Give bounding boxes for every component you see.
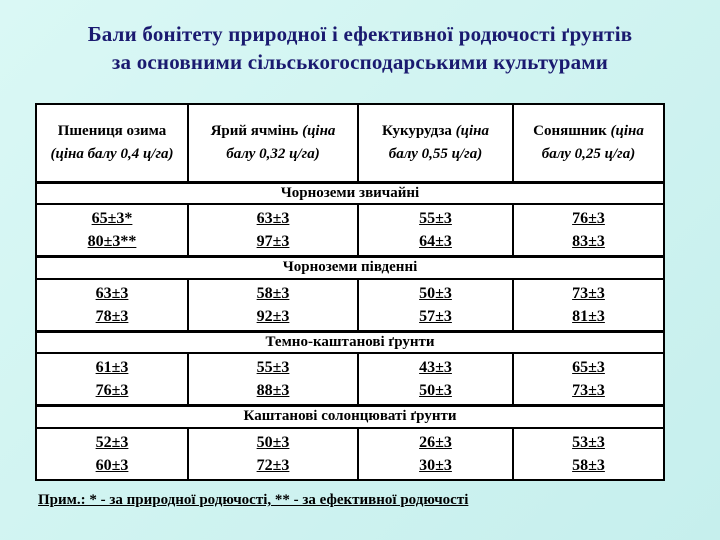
value-natural: 52±3 — [95, 433, 129, 451]
table-cell: 61±3 76±3 — [35, 352, 189, 407]
table-cell: 65±3 73±3 — [512, 352, 665, 407]
table-cell: 73±3 81±3 — [512, 277, 665, 332]
value-natural: 55±3 — [419, 210, 452, 227]
value-effective: 97±3 — [256, 233, 290, 250]
value-natural: 63±3 — [256, 210, 290, 227]
value-natural: 55±3 — [256, 359, 290, 376]
value-effective: 72±3 — [256, 456, 290, 474]
section-header: Чорноземи південні — [35, 255, 665, 280]
value-effective: 81±3 — [572, 307, 605, 325]
table-cell: 53±3 58±3 — [512, 426, 665, 481]
value-effective: 30±3 — [419, 456, 452, 474]
value-natural: 73±3 — [572, 284, 605, 302]
value-effective: 58±3 — [572, 456, 605, 474]
table-cell: 26±3 30±3 — [357, 426, 514, 481]
value-effective: 83±3 — [572, 233, 605, 250]
data-row-chernozem-southern: 63±3 78±3 58±3 92±3 50±3 57±3 73±3 81±3 — [35, 277, 665, 332]
column-name: Кукурудза — [381, 123, 452, 140]
column-header-winter-wheat: Пшениця озима (ціна балу 0,4 ц/га) — [35, 103, 189, 183]
section-row-dark-chestnut: Темно-каштанові ґрунти — [35, 329, 665, 354]
section-row-chernozem-common: Чорноземи звичайні — [35, 180, 665, 205]
column-header-corn: Кукурудза (ціна балу 0,55 ц/га) — [357, 103, 514, 183]
value-natural: 53±3 — [572, 433, 605, 451]
column-header-spring-barley: Ярий ячмінь (ціна балу 0,32 ц/га) — [187, 103, 359, 183]
table-container: Пшениця озима (ціна балу 0,4 ц/га) Ярий … — [35, 103, 665, 481]
value-effective: 80±3** — [87, 233, 137, 250]
table-cell: 52±3 60±3 — [35, 426, 189, 481]
table-cell: 58±3 92±3 — [187, 277, 359, 332]
data-row-chernozem-common: 65±3* 80±3** 63±3 97±3 55±3 64±3 76±3 83… — [35, 203, 665, 258]
table-cell: 63±3 78±3 — [35, 277, 189, 332]
value-effective: 57±3 — [419, 307, 452, 325]
table-cell: 65±3* 80±3** — [35, 203, 189, 258]
value-natural: 50±3 — [419, 284, 452, 302]
table-cell: 76±3 83±3 — [512, 203, 665, 258]
soil-bonitet-table: Пшениця озима (ціна балу 0,4 ц/га) Ярий … — [35, 103, 665, 481]
value-effective: 78±3 — [95, 307, 129, 325]
table-header-row: Пшениця озима (ціна балу 0,4 ц/га) Ярий … — [35, 103, 665, 183]
value-natural: 26±3 — [419, 433, 452, 451]
value-effective: 64±3 — [419, 233, 452, 250]
title-line-2: за основними сільськогосподарськими куль… — [111, 50, 609, 75]
column-name: Ярий ячмінь — [210, 123, 299, 140]
table-cell: 50±3 57±3 — [357, 277, 514, 332]
value-natural: 61±3 — [95, 359, 129, 376]
value-natural: 65±3* — [91, 210, 133, 227]
column-price-note: (ціна балу 0,25 ц/га) — [541, 123, 644, 162]
value-natural: 65±3 — [572, 359, 605, 376]
title-line-1: Бали бонітету природної і ефективної род… — [87, 22, 633, 46]
table-cell: 50±3 72±3 — [187, 426, 359, 481]
section-row-chernozem-southern: Чорноземи південні — [35, 255, 665, 280]
data-row-chestnut-solonetzic: 52±3 60±3 50±3 72±3 26±3 30±3 53±3 58±3 — [35, 426, 665, 481]
value-effective: 76±3 — [95, 382, 129, 399]
section-header: Темно-каштанові ґрунти — [35, 329, 665, 354]
section-header: Чорноземи звичайні — [35, 180, 665, 205]
column-price-note: (ціна балу 0,32 ц/га) — [226, 123, 336, 162]
value-natural: 58±3 — [256, 284, 290, 302]
table-cell: 63±3 97±3 — [187, 203, 359, 258]
table-cell: 43±3 50±3 — [357, 352, 514, 407]
footnote: Прим.: * - за природної родючості, ** - … — [38, 492, 469, 508]
column-price-note: (ціна балу 0,4 ц/га) — [50, 145, 174, 162]
section-row-chestnut-solonetzic: Каштанові солонцюваті ґрунти — [35, 404, 665, 429]
value-effective: 92±3 — [256, 307, 290, 325]
value-effective: 60±3 — [95, 456, 129, 474]
column-name: Пшениця озима — [57, 123, 167, 140]
column-price-note: (ціна балу 0,55 ц/га) — [388, 123, 490, 162]
value-natural: 43±3 — [419, 359, 452, 376]
value-natural: 50±3 — [256, 433, 290, 451]
slide-title: Бали бонітету природної і ефективної род… — [0, 0, 720, 77]
column-header-sunflower: Соняшник (ціна балу 0,25 ц/га) — [512, 103, 665, 183]
table-cell: 55±3 64±3 — [357, 203, 514, 258]
section-header: Каштанові солонцюваті ґрунти — [35, 404, 665, 429]
value-natural: 76±3 — [572, 210, 605, 227]
value-effective: 73±3 — [572, 382, 605, 399]
value-effective: 88±3 — [256, 382, 290, 399]
data-row-dark-chestnut: 61±3 76±3 55±3 88±3 43±3 50±3 65±3 73±3 — [35, 352, 665, 407]
value-natural: 63±3 — [95, 284, 129, 302]
table-cell: 55±3 88±3 — [187, 352, 359, 407]
value-effective: 50±3 — [419, 382, 452, 399]
column-name: Соняшник — [533, 123, 607, 140]
